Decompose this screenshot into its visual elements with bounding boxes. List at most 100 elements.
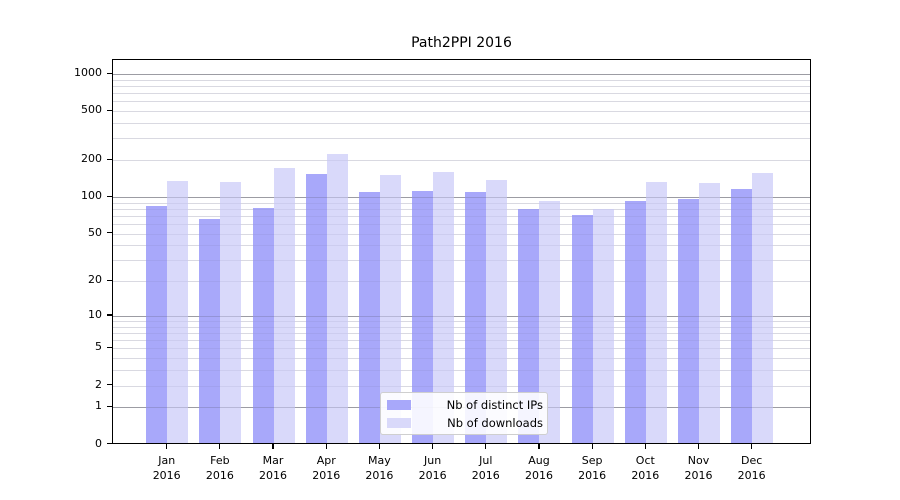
y-tick-label: 50 (88, 225, 102, 239)
bar-downloads (752, 173, 774, 443)
minor-gridline (113, 326, 810, 328)
minor-gridline-overlay (113, 85, 810, 87)
x-tick-year: 2016 (578, 468, 607, 482)
x-tick-label: Jul 2016 (456, 454, 516, 483)
y-tick-label: 200 (81, 152, 102, 166)
x-tick-mark (432, 444, 434, 449)
x-tick-year: 2016 (737, 468, 766, 482)
bar-distinct-ips (678, 199, 699, 443)
bar-downloads (167, 180, 189, 443)
bar-distinct-ips (465, 192, 487, 443)
minor-gridline (113, 321, 810, 323)
gridlines-overlay-layer (113, 60, 810, 443)
minor-gridline-overlay (113, 260, 810, 262)
bar-distinct-ips (146, 205, 168, 443)
minor-gridline (113, 358, 810, 360)
bar-downloads (645, 181, 667, 443)
x-tick-mark (378, 444, 380, 449)
x-tick-label: Jun 2016 (403, 454, 463, 483)
bar-distinct-ips (305, 174, 327, 443)
bar-distinct-ips (571, 215, 593, 443)
x-tick-mark (697, 444, 700, 449)
major-gridline-overlay (113, 315, 810, 317)
y-tick-mark (107, 384, 112, 386)
y-tick-mark (107, 279, 112, 281)
y-tick-label: 20 (88, 273, 102, 287)
bar-downloads (220, 182, 242, 443)
bar-downloads (433, 171, 455, 443)
legend-swatch-distinct-ips (387, 400, 411, 410)
minor-gridline (113, 332, 810, 334)
bar-downloads (379, 174, 401, 443)
x-tick-mark (219, 444, 221, 449)
x-tick-label: Jan 2016 (137, 454, 197, 483)
x-tick-mark (166, 444, 168, 449)
x-tick-month: Oct (635, 454, 655, 467)
minor-gridline (113, 260, 810, 262)
x-tick-month: Dec (741, 454, 763, 467)
legend: Nb of distinct IPs Nb of downloads (380, 392, 548, 435)
minor-gridline (113, 79, 810, 81)
minor-gridline (113, 370, 810, 372)
bar-downloads (592, 208, 614, 443)
x-tick-year: 2016 (205, 468, 234, 482)
x-tick-month: Apr (316, 454, 336, 467)
x-tick-month: Mar (262, 454, 284, 467)
minor-gridline-overlay (113, 224, 810, 226)
x-tick-year: 2016 (471, 468, 500, 482)
bar-distinct-ips (731, 188, 753, 443)
minor-gridline-overlay (113, 233, 810, 235)
bars-layer (113, 60, 810, 443)
x-tick-label: May 2016 (349, 454, 409, 483)
x-tick-year: 2016 (418, 468, 447, 482)
y-tick-mark (107, 232, 112, 234)
legend-row-downloads: Nb of downloads (387, 415, 543, 431)
x-tick-month: Jun (424, 454, 442, 467)
minor-gridline-overlay (113, 326, 810, 328)
minor-gridline (113, 138, 810, 140)
x-tick-month: Sep (581, 454, 603, 467)
minor-gridline-overlay (113, 358, 810, 360)
x-tick-label: Aug 2016 (509, 454, 569, 483)
minor-gridline (113, 224, 810, 226)
y-tick-mark (107, 314, 112, 316)
bar-downloads (539, 200, 561, 443)
legend-swatch-downloads (387, 418, 411, 428)
minor-gridline (113, 340, 810, 342)
minor-gridline-overlay (113, 215, 810, 217)
bar-downloads (326, 154, 348, 443)
y-tick-label: 1 (95, 399, 102, 413)
legend-label-downloads: Nb of downloads (447, 416, 543, 430)
minor-gridline (113, 101, 810, 103)
minor-gridline-overlay (113, 332, 810, 334)
minor-gridline-overlay (113, 245, 810, 247)
major-gridline (113, 197, 810, 198)
bar-distinct-ips (358, 191, 380, 443)
x-tick-label: Sep 2016 (562, 454, 622, 483)
x-tick-mark (485, 444, 487, 449)
minor-gridline-overlay (113, 370, 810, 372)
x-tick-month: May (368, 454, 391, 467)
gridlines-layer (113, 60, 810, 443)
y-tick-mark (107, 443, 112, 445)
minor-gridline-overlay (113, 138, 810, 140)
bar-distinct-ips (412, 191, 434, 443)
bar-distinct-ips (518, 208, 540, 443)
minor-gridline (113, 385, 810, 387)
x-tick-month: Jul (479, 454, 493, 467)
minor-gridline-overlay (113, 101, 810, 103)
minor-gridline-overlay (113, 79, 810, 81)
x-tick-month: Aug (528, 454, 550, 467)
x-tick-year: 2016 (684, 468, 713, 482)
minor-gridline (113, 348, 810, 350)
bar-distinct-ips (624, 200, 646, 443)
minor-gridline (113, 85, 810, 87)
minor-gridline (113, 111, 810, 113)
bar-downloads (486, 180, 508, 443)
y-tick-mark (107, 346, 112, 349)
minor-gridline-overlay (113, 160, 810, 162)
minor-gridline-overlay (113, 340, 810, 342)
x-tick-label: Mar 2016 (243, 454, 303, 483)
y-tick-label: 1000 (74, 66, 102, 79)
